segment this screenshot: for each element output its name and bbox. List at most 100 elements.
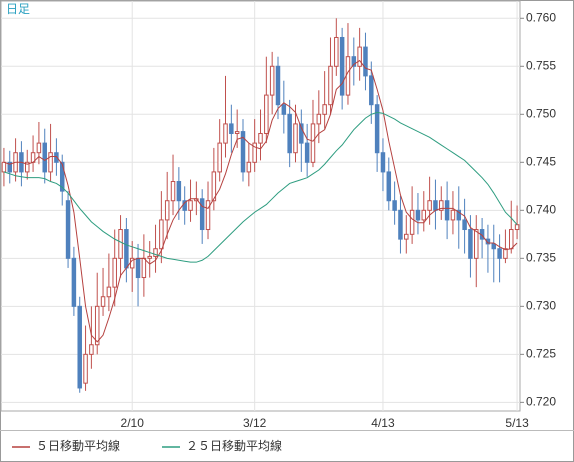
- candle-body: [7, 161, 12, 173]
- candle-body: [380, 152, 386, 173]
- candle-body: [223, 123, 228, 144]
- candle-body: [421, 209, 427, 221]
- candle-body: [287, 113, 292, 154]
- y-tick-label: 0.725: [526, 347, 556, 361]
- candle-body: [427, 200, 432, 211]
- y-tick-label: 0.760: [526, 10, 556, 24]
- candle-body: [357, 46, 362, 67]
- candle-body: [415, 209, 421, 221]
- y-tick-label: 0.730: [526, 299, 556, 313]
- y-tick-label: 0.745: [526, 154, 556, 168]
- period-label: 日足: [6, 2, 30, 16]
- y-tick-label: 0.720: [526, 395, 556, 409]
- y-tick-label: 0.750: [526, 106, 556, 120]
- candle-body: [48, 152, 53, 173]
- candle-body: [304, 142, 310, 163]
- candle-body: [374, 104, 380, 154]
- candle-body: [124, 229, 129, 269]
- candle-body: [159, 219, 164, 250]
- candle-body: [42, 142, 47, 173]
- candle-body: [485, 238, 491, 245]
- candle-body: [497, 248, 502, 259]
- candle-body: [199, 198, 205, 231]
- candle-body: [118, 229, 123, 259]
- candle-body: [462, 219, 467, 231]
- candle-body: [36, 142, 42, 154]
- candle-body: [339, 36, 345, 96]
- candle-body: [234, 131, 240, 135]
- candle-body: [1, 161, 7, 173]
- candle-body: [363, 46, 368, 77]
- candle-body: [468, 229, 473, 259]
- candle-body: [240, 131, 246, 173]
- candle-body: [444, 200, 450, 221]
- candle-body: [94, 305, 100, 346]
- candle-body: [246, 161, 252, 173]
- x-tick-label: 3/12: [243, 416, 267, 430]
- moving-average-line: [3, 59, 518, 343]
- candle-body: [153, 248, 158, 257]
- candle-body: [433, 200, 438, 211]
- candle-body: [24, 161, 30, 173]
- candle-body: [217, 142, 222, 173]
- y-tick-label: 0.755: [526, 58, 556, 72]
- candle-body: [141, 257, 147, 279]
- moving-average-line: [3, 111, 518, 263]
- candle-body: [77, 305, 82, 389]
- candle-body: [164, 200, 170, 221]
- candle-body: [147, 255, 152, 259]
- candle-body: [170, 181, 176, 202]
- candle-body: [205, 200, 211, 231]
- candle-body: [345, 56, 351, 96]
- candle-body: [275, 65, 281, 106]
- candle-body: [328, 65, 333, 106]
- candle-body: [269, 65, 275, 96]
- candle-body: [264, 94, 269, 135]
- candle-body: [293, 123, 298, 154]
- candle-body: [229, 123, 234, 135]
- candle-body: [54, 152, 59, 163]
- candle-body: [310, 123, 316, 163]
- candle-body: [316, 113, 322, 125]
- candle-body: [351, 56, 357, 67]
- candle-body: [89, 344, 94, 355]
- x-tick-label: 4/13: [371, 416, 395, 430]
- candle-body: [112, 257, 117, 288]
- candle-body: [188, 200, 193, 211]
- legend-label: ２５日移動平均線: [186, 438, 282, 453]
- candle-body: [509, 229, 514, 250]
- candle-body: [299, 123, 304, 144]
- candle-body: [404, 233, 409, 240]
- candle-body: [322, 104, 327, 115]
- candle-body: [409, 209, 415, 235]
- candle-body: [392, 200, 397, 211]
- candle-body: [135, 257, 141, 279]
- y-tick-label: 0.735: [526, 251, 556, 265]
- candle-body: [281, 104, 287, 115]
- candle-body: [71, 257, 77, 307]
- candle-body: [503, 248, 508, 259]
- candle-body: [456, 209, 462, 221]
- legend-label: ５日移動平均線: [36, 438, 120, 453]
- candle-body: [106, 286, 112, 298]
- candle-body: [211, 171, 217, 202]
- candle-body: [65, 200, 71, 259]
- candle-body: [334, 36, 339, 67]
- candle-body: [176, 181, 182, 202]
- plot-area: [0, 0, 521, 412]
- x-tick-label: 5/13: [505, 416, 529, 430]
- candle-body: [258, 133, 263, 144]
- x-tick-label: 2/10: [121, 416, 145, 430]
- candle-body: [398, 209, 403, 240]
- candle-body: [491, 243, 497, 250]
- candle-body: [450, 209, 456, 221]
- y-tick-label: 0.740: [526, 202, 556, 216]
- candle-body: [439, 200, 444, 211]
- candle-body: [59, 161, 65, 192]
- candle-body: [386, 171, 392, 202]
- candle-body: [369, 75, 374, 106]
- candle-body: [474, 229, 479, 259]
- candle-body: [83, 353, 88, 384]
